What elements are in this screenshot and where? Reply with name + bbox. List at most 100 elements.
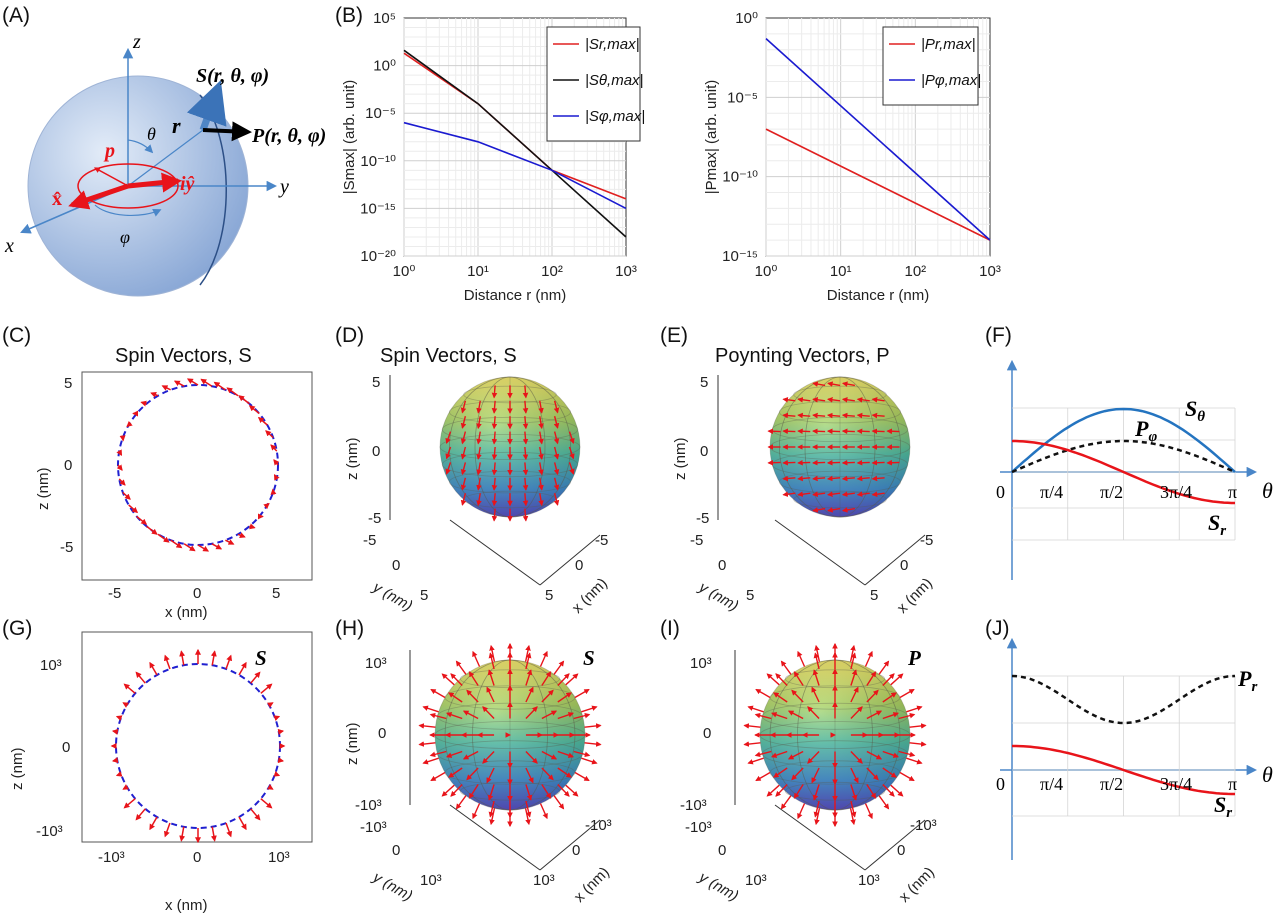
b-left-ytick: 10⁰ bbox=[373, 58, 396, 75]
f-s-theta-label: Sθ bbox=[1185, 396, 1205, 425]
panel-label-c: (C) bbox=[2, 324, 31, 347]
i-vector bbox=[755, 771, 771, 782]
i-vector bbox=[866, 750, 883, 760]
e-vector bbox=[812, 428, 826, 435]
i-vector bbox=[864, 650, 873, 667]
g-arrow bbox=[225, 822, 233, 838]
d-vector bbox=[568, 462, 575, 475]
j-xtick-4: π bbox=[1228, 774, 1237, 794]
g-arrow bbox=[122, 702, 130, 708]
h-vector bbox=[539, 650, 548, 667]
h-vector bbox=[488, 800, 495, 818]
f-xtick-2: π/2 bbox=[1100, 482, 1123, 502]
e-vector bbox=[797, 412, 811, 419]
h-vector bbox=[584, 741, 602, 747]
e-vector bbox=[826, 412, 841, 419]
i-vector bbox=[906, 705, 923, 713]
h-vector bbox=[430, 688, 446, 699]
h-vector bbox=[525, 669, 533, 686]
h-shading bbox=[435, 660, 585, 810]
e-xlabel: x (nm) bbox=[894, 575, 936, 617]
i-vector bbox=[813, 652, 820, 670]
i-ztick-bot: -10³ bbox=[680, 797, 707, 814]
g-arrow bbox=[123, 798, 136, 809]
i-vector bbox=[866, 710, 883, 720]
i-xlabel: x (nm) bbox=[896, 864, 938, 906]
b-left-xtick: 10² bbox=[541, 263, 563, 280]
h-vector bbox=[487, 669, 495, 686]
g-arrow bbox=[266, 784, 274, 790]
e-vector bbox=[841, 381, 855, 387]
i-ylabel: y (nm) bbox=[695, 868, 741, 904]
g-arrow bbox=[260, 798, 273, 809]
c-arrow bbox=[211, 543, 223, 550]
d-vector bbox=[568, 431, 575, 445]
e-vector bbox=[841, 397, 855, 403]
h-vector bbox=[482, 751, 495, 764]
panel-e-sphere bbox=[767, 376, 911, 518]
g-arrow bbox=[210, 826, 217, 842]
i-xtick-0: 0 bbox=[897, 842, 905, 859]
g-arrow bbox=[238, 661, 247, 676]
panel-label-e: (E) bbox=[660, 324, 688, 347]
d-vector bbox=[553, 416, 560, 429]
h-ztick-bot: -10³ bbox=[355, 797, 382, 814]
i-vector bbox=[909, 723, 927, 729]
e-vector bbox=[841, 428, 855, 435]
i-vector bbox=[849, 644, 856, 662]
i-vector bbox=[882, 750, 899, 758]
c-arrow bbox=[265, 430, 274, 439]
e-vector bbox=[767, 459, 781, 466]
d-vector bbox=[476, 446, 482, 460]
e-vector bbox=[812, 381, 826, 387]
i-vector bbox=[890, 784, 904, 797]
i-vector bbox=[898, 712, 916, 720]
e-vector bbox=[871, 459, 885, 466]
e-vector bbox=[841, 412, 855, 419]
h-vector bbox=[541, 784, 552, 799]
f-s-r-curve bbox=[1012, 439, 1235, 505]
e-vector bbox=[871, 397, 885, 403]
h-vector bbox=[462, 750, 479, 760]
i-vector bbox=[771, 712, 788, 720]
panel-label-i: (I) bbox=[660, 617, 680, 640]
h-zlabel: z (nm) bbox=[344, 723, 361, 766]
d-vector bbox=[538, 446, 544, 460]
i-vector bbox=[780, 795, 792, 810]
h-vector bbox=[487, 784, 495, 801]
panel-label-f: (F) bbox=[985, 324, 1012, 347]
j-xtick-1: π/4 bbox=[1040, 774, 1063, 794]
g-arrow bbox=[260, 683, 273, 694]
e-ytick-5: 5 bbox=[746, 587, 754, 604]
h-vector bbox=[581, 705, 598, 713]
c-ytick-0: 0 bbox=[64, 457, 72, 474]
d-vector bbox=[522, 493, 529, 507]
x-label-a: x bbox=[4, 235, 14, 257]
h-ytick-right: 10³ bbox=[420, 872, 442, 889]
i-vector bbox=[898, 750, 916, 758]
d-vector bbox=[445, 462, 452, 475]
c-arrow bbox=[238, 395, 250, 405]
h-vector bbox=[472, 803, 481, 820]
i-vector bbox=[793, 784, 804, 799]
panel-c-title: Spin Vectors, S bbox=[115, 345, 252, 367]
r-label-a: r bbox=[172, 113, 181, 138]
e-vector bbox=[797, 491, 811, 497]
d-vector bbox=[522, 431, 529, 445]
h-vector bbox=[525, 652, 532, 670]
d-vector bbox=[553, 446, 560, 460]
h-vector bbox=[418, 741, 436, 747]
h-vector bbox=[525, 686, 534, 703]
d-ztick-0: 0 bbox=[372, 443, 380, 460]
e-vector bbox=[797, 475, 811, 482]
j-theta-label: θ bbox=[1262, 762, 1273, 787]
i-vector bbox=[807, 706, 820, 719]
panel-j: Pr Sr θ 0 π/4 π/2 3π/4 π bbox=[996, 637, 1273, 860]
theta-label-a: θ bbox=[147, 124, 156, 144]
i-vector bbox=[866, 671, 877, 686]
e-vector bbox=[782, 412, 796, 419]
i-ztick-top: 10³ bbox=[690, 655, 712, 672]
h-vector bbox=[525, 706, 538, 719]
e-vector bbox=[812, 491, 826, 497]
b-left-series-1 bbox=[403, 49, 627, 238]
